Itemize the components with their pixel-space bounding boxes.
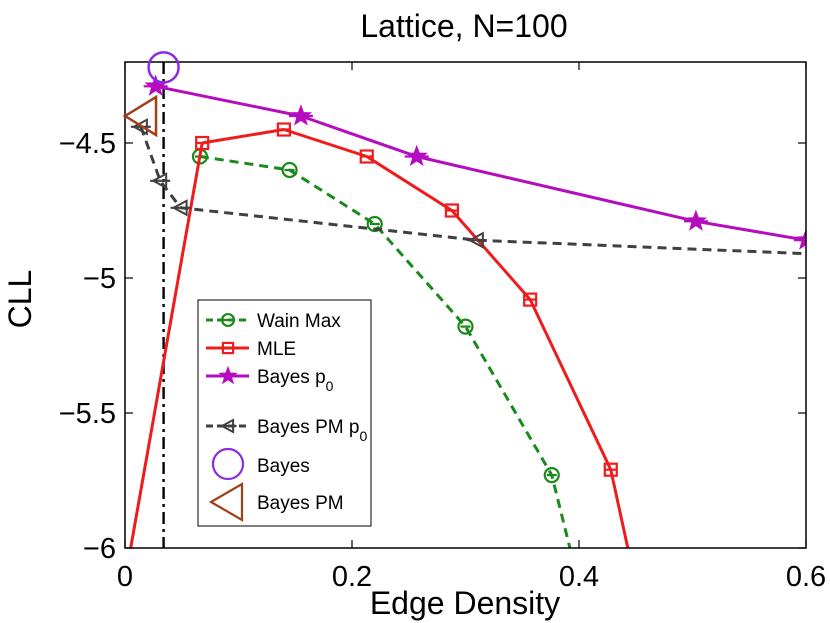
legend-marker xyxy=(221,341,235,355)
y-tick-label: −5 xyxy=(83,263,116,295)
data-point xyxy=(288,104,313,126)
legend-label-subscript: 0 xyxy=(326,378,334,394)
x-tick-label: 0.4 xyxy=(559,561,599,593)
point-markers xyxy=(122,51,180,138)
data-point xyxy=(195,135,210,151)
x-tick-label: 0 xyxy=(117,561,133,593)
series-line-wain-max xyxy=(199,155,572,548)
legend-label-subscript: 0 xyxy=(359,428,367,444)
y-tick-label: −6 xyxy=(83,533,116,565)
axes: 0 0.2 0.4 0.6 −6 −5.5 −5 −4.5 xyxy=(59,62,826,593)
data-point xyxy=(457,318,474,335)
plot-area xyxy=(129,62,806,548)
y-tick-label: −4.5 xyxy=(59,128,116,160)
legend-box xyxy=(197,299,372,527)
data-point xyxy=(543,467,560,484)
data-point xyxy=(359,149,374,164)
data-point xyxy=(150,172,171,190)
legend-label-main: Bayes PM p xyxy=(257,417,359,438)
x-tick-label: 0.6 xyxy=(786,561,826,593)
legend-label: MLE xyxy=(257,339,296,360)
legend-marker xyxy=(211,447,245,481)
bayes-point xyxy=(147,51,180,84)
chart-title: Lattice, N=100 xyxy=(360,8,567,44)
legend-label: Bayes PM p0 xyxy=(257,417,367,444)
legend-label-main: Bayes p xyxy=(257,367,326,388)
series-line-mle xyxy=(129,128,630,548)
data-point xyxy=(683,209,708,231)
data-point xyxy=(603,462,618,477)
y-axis-label: CLL xyxy=(2,270,38,329)
bayes-pm-point xyxy=(122,94,158,138)
data-point xyxy=(276,122,291,137)
data-point xyxy=(523,292,538,307)
legend-marker xyxy=(220,312,236,328)
data-point xyxy=(366,215,383,233)
data-point xyxy=(170,199,191,217)
legend-marker xyxy=(219,418,237,434)
legend-marker-shape xyxy=(220,312,236,328)
data-point-shape xyxy=(366,215,383,233)
data-point xyxy=(444,203,459,218)
data-point-shape xyxy=(457,318,474,335)
plot-frame xyxy=(124,61,807,549)
legend-marker xyxy=(217,365,239,385)
legend-marker xyxy=(208,482,244,522)
y-tick-label: −5.5 xyxy=(59,398,116,430)
x-tick-label: 0.2 xyxy=(332,561,372,593)
data-point xyxy=(794,228,806,250)
legend-label: Bayes PM xyxy=(257,493,344,514)
data-point-shape xyxy=(543,467,560,484)
data-point xyxy=(281,161,298,179)
legend-label: Bayes p0 xyxy=(257,367,334,394)
data-point-shape xyxy=(281,161,298,179)
x-axis-label: Edge Density xyxy=(370,585,560,621)
data-point xyxy=(466,231,487,249)
legend-label: Wain Max xyxy=(257,311,341,332)
data-point xyxy=(404,144,429,166)
legend-label: Bayes xyxy=(257,456,310,477)
